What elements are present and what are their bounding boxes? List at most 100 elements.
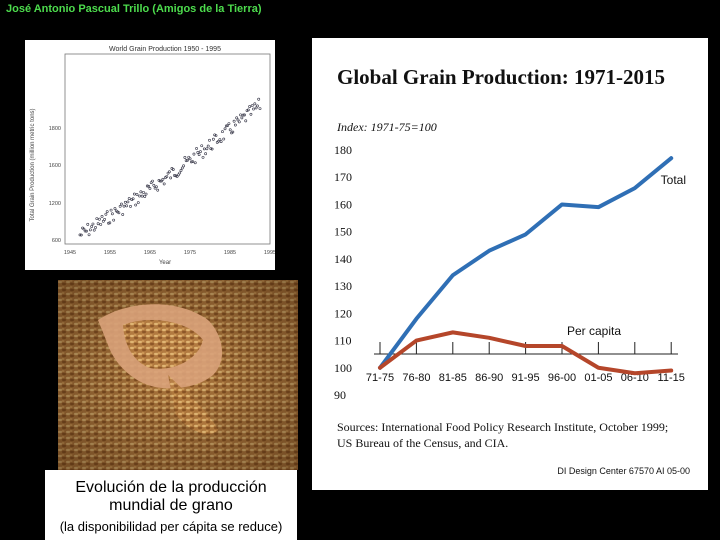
mini-data-point <box>113 207 117 210</box>
mini-data-point <box>122 204 126 208</box>
mini-data-point <box>108 221 112 225</box>
per-capita-data-point <box>378 366 382 370</box>
mini-data-point <box>144 192 148 196</box>
mini-data-point <box>131 197 135 201</box>
mini-data-point <box>179 169 183 172</box>
mini-data-point <box>82 227 86 231</box>
mini-data-point <box>147 184 151 188</box>
mini-data-point <box>139 190 143 194</box>
mini-data-point <box>103 218 107 221</box>
total-data-point <box>524 232 528 236</box>
x-tick-label: 91-95 <box>512 372 540 384</box>
mini-data-point <box>110 212 114 216</box>
mini-data-point <box>258 107 262 110</box>
mini-data-point <box>98 217 101 221</box>
mini-data-point <box>129 204 132 208</box>
mini-data-point <box>177 173 180 177</box>
mini-y-tick-label: 600 <box>52 238 61 244</box>
mini-data-point <box>232 119 236 123</box>
y-tick-label: 100 <box>334 361 352 375</box>
x-tick-label: 06-10 <box>621 372 649 384</box>
x-tick-label: 96-00 <box>548 372 576 384</box>
mini-data-point <box>152 183 156 187</box>
mini-data-point <box>143 195 147 198</box>
mini-data-point <box>239 113 242 117</box>
per-capita-data-point <box>524 344 528 348</box>
mini-data-point <box>173 174 176 177</box>
mini-data-point <box>219 140 223 144</box>
mini-data-point <box>246 108 250 112</box>
mini-data-point <box>195 147 198 150</box>
mini-chart-plot-frame <box>64 53 271 245</box>
per-capita-data-point <box>560 344 564 348</box>
mini-data-point <box>227 122 231 125</box>
mini-data-point <box>123 200 127 204</box>
mini-data-point <box>105 210 109 214</box>
mini-data-point <box>257 97 261 101</box>
y-tick-label: 120 <box>334 306 352 320</box>
mini-data-point <box>90 225 94 228</box>
mini-y-tick-label: 1800 <box>49 126 61 132</box>
total-data-point <box>596 205 600 209</box>
mini-data-point <box>252 107 255 111</box>
source-line-2: US Bureau of the Census, and CIA. <box>337 436 508 450</box>
caption-line-3: (la disponibilidad per cápita se reduce) <box>59 519 283 534</box>
x-tick-label: 76-80 <box>402 372 430 384</box>
mini-data-point <box>223 127 227 131</box>
per-capita-series-label: Per capita <box>567 324 621 338</box>
mini-data-point <box>151 179 154 183</box>
mini-data-point <box>228 128 232 132</box>
x-tick-label: 71-75 <box>366 372 394 384</box>
mini-data-point <box>197 153 201 157</box>
mini-data-point <box>182 164 185 168</box>
mini-data-point <box>188 157 192 161</box>
mini-data-point <box>138 194 141 198</box>
mini-data-point <box>95 217 99 221</box>
per-capita-data-point <box>487 336 491 340</box>
mini-data-point <box>211 137 215 141</box>
mini-data-point <box>100 215 104 218</box>
per-capita-data-point <box>596 366 600 370</box>
mini-data-point <box>121 213 125 216</box>
total-data-point <box>414 317 418 321</box>
total-data-point <box>633 186 637 190</box>
y-tick-label: 130 <box>334 279 352 293</box>
mini-data-point <box>222 137 226 141</box>
mini-data-point <box>214 134 218 138</box>
mini-data-point <box>85 229 88 233</box>
mini-data-point <box>210 147 214 151</box>
mini-data-point <box>233 123 237 127</box>
mini-data-point <box>196 151 200 154</box>
mini-data-point <box>169 176 173 180</box>
mini-x-tick-label: 1995 <box>264 250 275 256</box>
y-tick-label: 180 <box>334 143 352 157</box>
mini-data-point <box>165 175 169 178</box>
mini-data-point <box>161 177 165 181</box>
mini-data-point <box>208 138 211 142</box>
total-data-point <box>451 273 455 277</box>
per-capita-data-point <box>669 369 673 372</box>
mini-data-point <box>200 144 204 148</box>
mini-data-point <box>79 233 83 237</box>
x-tick-label: 81-85 <box>439 372 467 384</box>
mini-data-point <box>253 102 257 106</box>
mini-data-point <box>226 124 230 127</box>
mini-chart-title: World Grain Production 1950 - 1995 <box>109 46 221 53</box>
mini-data-point <box>87 233 91 237</box>
mini-data-point <box>199 150 202 154</box>
mini-data-point <box>202 147 206 151</box>
mini-data-point <box>112 218 116 222</box>
mini-data-point <box>204 152 208 156</box>
chart-title: Global Grain Production: 1971-2015 <box>337 65 665 89</box>
mini-data-point <box>166 171 170 175</box>
x-tick-label: 01-05 <box>584 372 612 384</box>
mini-data-point <box>192 152 196 156</box>
world-grain-production-mini-chart: World Grain Production 1950 - 1995 Total… <box>25 40 275 270</box>
mini-data-point <box>186 158 189 162</box>
total-series-label: Total <box>661 173 686 187</box>
mini-data-point <box>156 188 160 192</box>
mini-data-point <box>142 190 145 194</box>
mini-y-tick-label: 1600 <box>49 163 61 169</box>
hands-with-grain-photo-icon <box>58 280 298 470</box>
x-tick-label: 86-90 <box>475 372 503 384</box>
